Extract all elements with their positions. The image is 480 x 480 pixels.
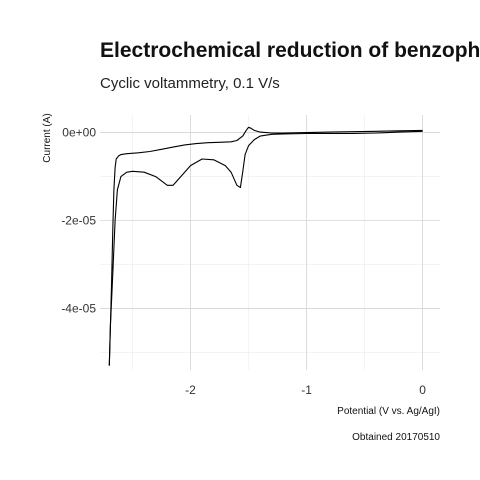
series-line-2 xyxy=(108,130,423,366)
series-line-1 xyxy=(108,126,423,366)
y-tick-label: -4e-05 xyxy=(61,301,96,315)
series-lines xyxy=(108,126,423,366)
y-tick-label: -2e-05 xyxy=(61,214,96,228)
x-tick-label: -2 xyxy=(185,383,196,397)
x-axis-label: Potential (V vs. Ag/AgI) xyxy=(337,406,440,417)
y-tick-labels: 0e+00 -2e-05 -4e-05 xyxy=(61,126,96,316)
x-tick-label: 0 xyxy=(419,383,426,397)
chart-title: Electrochemical reduction of benzophenon… xyxy=(100,39,480,62)
chart-subtitle: Cyclic voltammetry, 0.1 V/s xyxy=(100,75,280,92)
chart-caption: Obtained 20170510 xyxy=(352,432,440,443)
x-tick-label: -1 xyxy=(301,383,312,397)
y-axis-label: Current (A) xyxy=(42,113,53,162)
x-tick-labels: -2 -1 0 xyxy=(185,383,426,397)
y-tick-label: 0e+00 xyxy=(62,126,96,140)
grid xyxy=(100,115,440,370)
